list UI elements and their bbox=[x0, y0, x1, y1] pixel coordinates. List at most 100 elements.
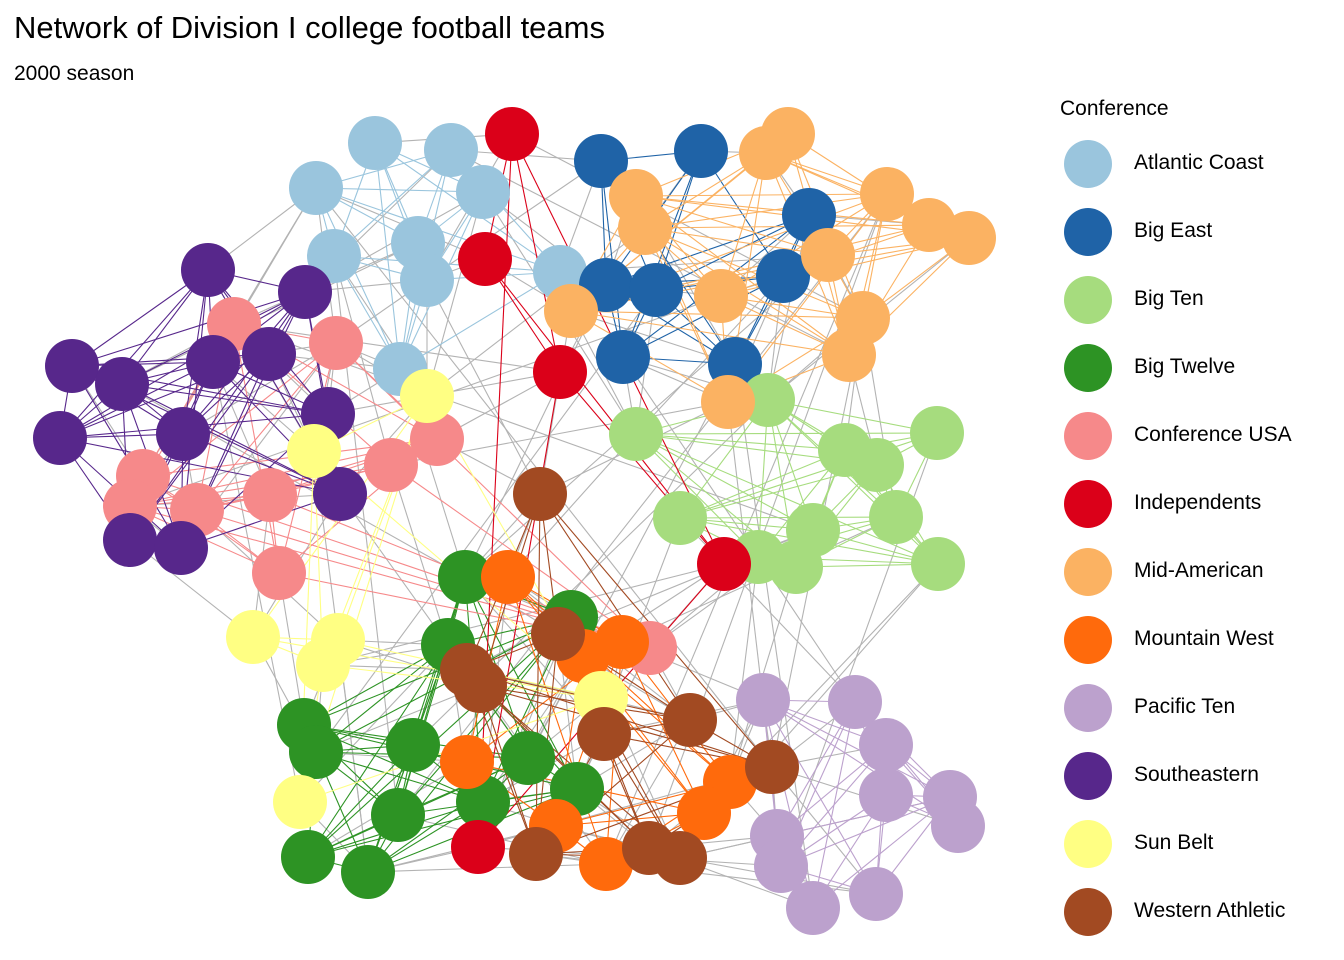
intra-conference-edge bbox=[535, 493, 541, 855]
intra-conference-edge bbox=[780, 796, 951, 867]
legend-swatch bbox=[1064, 140, 1112, 188]
team-node bbox=[701, 375, 755, 429]
legend-swatch bbox=[1064, 412, 1112, 460]
intra-conference-edge bbox=[399, 271, 561, 370]
legend-items: Atlantic Coast Big East Big Ten Big Twelve C… bbox=[1060, 124, 1340, 940]
inter-conference-edge bbox=[315, 685, 481, 753]
team-node bbox=[451, 820, 505, 874]
intra-conference-edge bbox=[635, 433, 846, 451]
legend-item: Conference USA bbox=[1060, 396, 1340, 464]
inter-conference-edge bbox=[771, 766, 877, 895]
team-node bbox=[663, 693, 717, 747]
intra-conference-edge bbox=[196, 342, 337, 511]
intra-conference-edge bbox=[71, 291, 306, 367]
team-node bbox=[609, 407, 663, 461]
intra-conference-edge bbox=[180, 493, 341, 549]
team-node bbox=[850, 438, 904, 492]
team-node bbox=[309, 316, 363, 370]
legend-label: Western Athletic bbox=[1134, 899, 1286, 922]
inter-conference-edge bbox=[426, 279, 541, 495]
intra-conference-edge bbox=[59, 269, 209, 439]
team-node bbox=[618, 201, 672, 255]
legend-item: Atlantic Coast bbox=[1060, 124, 1340, 192]
team-node bbox=[653, 491, 707, 545]
chart-title: Network of Division I college football t… bbox=[14, 10, 605, 45]
intra-conference-edge bbox=[570, 310, 850, 356]
team-node bbox=[849, 867, 903, 921]
legend-item: Sun Belt bbox=[1060, 804, 1340, 872]
team-node bbox=[287, 424, 341, 478]
team-node bbox=[252, 546, 306, 600]
intra-conference-edge bbox=[679, 516, 897, 519]
intra-conference-edge bbox=[635, 195, 850, 356]
team-node bbox=[739, 126, 793, 180]
legend-item: Pacific Ten bbox=[1060, 668, 1340, 736]
team-node bbox=[942, 211, 996, 265]
legend-swatch bbox=[1064, 208, 1112, 256]
legend-swatch bbox=[1064, 888, 1112, 936]
team-node bbox=[579, 837, 633, 891]
team-node bbox=[860, 167, 914, 221]
team-node bbox=[911, 537, 965, 591]
team-node bbox=[531, 607, 585, 661]
intra-conference-edge bbox=[121, 383, 329, 415]
team-node bbox=[741, 373, 795, 427]
legend-item: Independents bbox=[1060, 464, 1340, 532]
team-node bbox=[243, 468, 297, 522]
intra-conference-edge bbox=[315, 616, 572, 753]
inter-conference-edge bbox=[426, 227, 646, 397]
intra-conference-edge bbox=[644, 227, 864, 319]
legend-label: Independents bbox=[1134, 491, 1262, 514]
legend-label: Big East bbox=[1134, 219, 1213, 242]
intra-conference-edge bbox=[635, 433, 814, 531]
inter-conference-edge bbox=[322, 563, 725, 666]
intra-conference-edge bbox=[315, 187, 484, 193]
team-node bbox=[440, 735, 494, 789]
team-node bbox=[453, 659, 507, 713]
legend-label: Big Twelve bbox=[1134, 355, 1236, 378]
legend-swatch bbox=[1064, 752, 1112, 800]
team-node bbox=[801, 228, 855, 282]
legend-swatch bbox=[1064, 480, 1112, 528]
team-node bbox=[910, 406, 964, 460]
intra-conference-edge bbox=[303, 616, 572, 726]
network-graph bbox=[33, 107, 996, 935]
inter-conference-edge bbox=[723, 563, 856, 703]
team-node bbox=[736, 673, 790, 727]
intra-conference-edge bbox=[315, 751, 484, 803]
team-node bbox=[869, 490, 923, 544]
team-node bbox=[438, 550, 492, 604]
team-node bbox=[281, 830, 335, 884]
legend-label: Mountain West bbox=[1134, 627, 1274, 650]
legend-item: Big Twelve bbox=[1060, 328, 1340, 396]
intra-conference-edge bbox=[776, 796, 951, 837]
intra-conference-edge bbox=[307, 616, 572, 858]
chart-subtitle: 2000 season bbox=[14, 62, 135, 85]
team-node bbox=[931, 799, 985, 853]
team-node bbox=[697, 537, 751, 591]
legend-item: Western Athletic bbox=[1060, 872, 1340, 940]
intra-conference-edge bbox=[315, 187, 401, 370]
team-node bbox=[371, 788, 425, 842]
team-node bbox=[481, 550, 535, 604]
intra-conference-edge bbox=[644, 227, 829, 256]
team-node bbox=[533, 345, 587, 399]
intra-conference-edge bbox=[812, 796, 951, 909]
legend-swatch bbox=[1064, 820, 1112, 868]
intra-conference-edge bbox=[679, 449, 846, 519]
intra-conference-edge bbox=[539, 493, 691, 721]
team-node bbox=[786, 881, 840, 935]
legend-swatch bbox=[1064, 684, 1112, 732]
team-node bbox=[745, 740, 799, 794]
intra-conference-edge bbox=[182, 433, 341, 495]
intra-conference-edge bbox=[655, 214, 810, 291]
intra-conference-edge bbox=[644, 193, 888, 229]
team-node bbox=[456, 165, 510, 219]
team-nodes bbox=[33, 107, 996, 935]
inter-conference-edge bbox=[539, 310, 572, 495]
intra-conference-edge bbox=[635, 195, 829, 256]
team-node bbox=[400, 369, 454, 423]
inter-conference-edge bbox=[182, 342, 337, 435]
legend-item: Southeastern bbox=[1060, 736, 1340, 804]
